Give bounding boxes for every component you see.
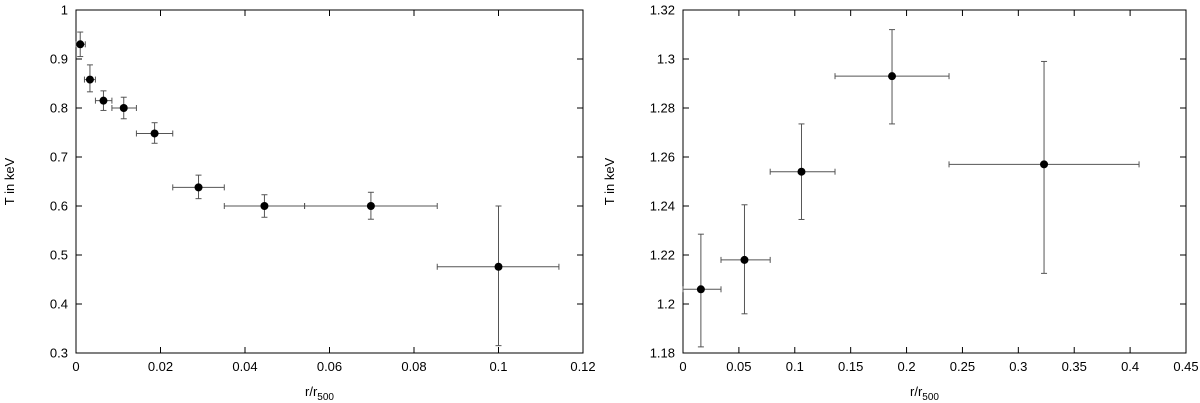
data-point-group [834, 29, 950, 125]
y-tick-label: 0.7 [50, 150, 68, 165]
y-tick-label: 1.3 [657, 52, 675, 67]
chart-left: 0 0.02 0.04 0.06 0.08 0.1 0.12 0.3 0.4 0.5 0.6 0.7 0… [2, 3, 596, 403]
y-tick-label: 1.2 [657, 297, 675, 312]
x-tick-label: 0.45 [1173, 359, 1198, 374]
x-tick-label: 0.25 [950, 359, 975, 374]
x-axis-label: r/r500 [910, 384, 939, 403]
x-tick-label: 0.4 [1121, 359, 1139, 374]
x-axis-label-main: r/r [910, 384, 923, 399]
x-axis-label-subscript: 500 [317, 392, 334, 403]
data-point-group [769, 123, 836, 220]
y-axis-label: T in keV [602, 157, 617, 205]
data-point-group [83, 64, 96, 93]
y-tick-label: 0.3 [50, 346, 68, 361]
x-axis-label-subscript: 500 [922, 392, 939, 403]
x-tick-label: 0.05 [726, 359, 751, 374]
data-point [194, 183, 203, 192]
y-tick-label: 0.6 [50, 199, 68, 214]
data-point [494, 262, 503, 271]
data-point [696, 285, 705, 294]
data-point [366, 202, 375, 210]
x-tick-label: 0.04 [232, 359, 257, 374]
x-tick-label: 0.08 [401, 359, 426, 374]
y-tick-label: 0.9 [50, 52, 68, 67]
x-tick-label: 0.1 [786, 359, 804, 374]
data-point [797, 167, 806, 176]
x-tick-label: 0.35 [1062, 359, 1087, 374]
data-point-group [720, 204, 771, 315]
y-axis-label: T in keV [2, 157, 17, 205]
x-tick-label: 0.2 [898, 359, 916, 374]
y-tick-label: 1.18 [650, 346, 675, 361]
data-point [260, 202, 269, 210]
y-tick-label: 1.26 [650, 150, 675, 165]
plot-frame [75, 9, 584, 354]
x-axis-label-main: r/r [305, 384, 318, 399]
data-point [85, 75, 94, 84]
data-point-group [75, 31, 86, 58]
x-tick-label: 0.06 [317, 359, 342, 374]
data-point [150, 129, 159, 138]
data-point [1040, 160, 1049, 169]
y-tick-label: 0.5 [50, 248, 68, 263]
x-tick-label: 0 [679, 359, 686, 374]
data-point-group [436, 205, 560, 347]
y-tick-label: 1 [61, 3, 68, 18]
x-axis-label: r/r500 [305, 384, 334, 403]
data-point-group [94, 90, 113, 111]
y-tick-label: 0.4 [50, 297, 68, 312]
chart-right: 0 0.05 0.1 0.15 0.2 0.25 0.3 0.35 0.4 0.45 1.18 1.2… [602, 3, 1199, 403]
data-point [76, 40, 85, 49]
data-point-group [135, 122, 174, 144]
y-tick-label: 1.32 [650, 3, 675, 18]
data-point-group [304, 191, 438, 220]
data-point [888, 72, 897, 81]
data-point [99, 96, 108, 105]
data-point [740, 255, 749, 264]
y-tick-label: 1.24 [650, 199, 675, 214]
data-point-group [223, 194, 306, 218]
y-tick-label: 1.28 [650, 101, 675, 116]
y-tick-label: 0.8 [50, 101, 68, 116]
data-point-group [111, 96, 137, 120]
data-point-group [172, 174, 225, 200]
data-point-group [682, 233, 722, 348]
x-tick-label: 0 [72, 359, 79, 374]
data-point-group [948, 60, 1140, 274]
x-tick-label: 0.3 [1009, 359, 1027, 374]
x-tick-label: 0.12 [570, 359, 595, 374]
x-tick-label: 0.1 [489, 359, 507, 374]
data-point [119, 104, 128, 112]
x-tick-label: 0.15 [838, 359, 863, 374]
y-tick-label: 1.22 [650, 248, 675, 263]
x-tick-label: 0.02 [148, 359, 173, 374]
plot-frame [682, 9, 1187, 354]
